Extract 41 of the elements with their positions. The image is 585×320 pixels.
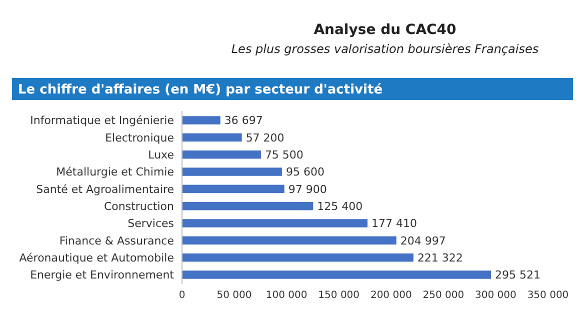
bar bbox=[182, 236, 396, 245]
y-tick-label: Santé et Agroalimentaire bbox=[36, 182, 174, 196]
y-tick-label: Luxe bbox=[148, 148, 174, 162]
bar bbox=[182, 168, 282, 176]
x-tick-label: 150 000 bbox=[318, 290, 360, 301]
data-label: 221 322 bbox=[417, 251, 463, 264]
bar bbox=[182, 253, 414, 262]
y-tick-label: Construction bbox=[104, 200, 174, 213]
data-label: 97 900 bbox=[288, 182, 327, 196]
x-tick-label: 50 000 bbox=[216, 290, 252, 301]
chart-title: Analyse du CAC40 bbox=[314, 22, 457, 38]
y-tick-label: Electronique bbox=[105, 131, 174, 144]
y-tick-label: Métallurgie et Chimie bbox=[56, 166, 174, 179]
bar bbox=[182, 202, 314, 210]
data-label: 125 400 bbox=[317, 200, 363, 213]
y-tick-label: Informatique et Ingénierie bbox=[30, 114, 174, 128]
data-label: 204 997 bbox=[400, 234, 446, 248]
x-tick-label: 100 000 bbox=[266, 290, 308, 301]
x-tick-label: 300 000 bbox=[475, 290, 516, 301]
data-label: 36 697 bbox=[224, 114, 263, 128]
bar bbox=[182, 116, 220, 124]
text: Le chiffre d'affaires (en M€) par secteur d'activité bbox=[18, 82, 383, 98]
data-label: 57 200 bbox=[246, 131, 284, 144]
x-tick-label: 350 000 bbox=[527, 290, 569, 301]
y-tick-label: Services bbox=[128, 217, 174, 230]
y-tick-label: Aéronautique et Automobile bbox=[19, 251, 174, 264]
bar bbox=[182, 150, 261, 159]
bar bbox=[182, 219, 368, 228]
data-label: 295 521 bbox=[495, 268, 541, 282]
x-tick-label: 250 000 bbox=[422, 290, 464, 301]
data-label: 95 600 bbox=[286, 166, 324, 179]
y-tick-label: Finance & Assurance bbox=[59, 234, 174, 248]
data-label: 75 500 bbox=[264, 148, 304, 162]
y-tick-label: Energie et Environnement bbox=[30, 268, 175, 282]
bar bbox=[182, 270, 492, 279]
x-tick-label: 200 000 bbox=[370, 290, 412, 301]
bar bbox=[182, 184, 284, 194]
data-label: 177 410 bbox=[372, 217, 418, 230]
chart-subtitle: Les plus grosses valorisation boursières Françaises bbox=[231, 42, 539, 56]
bar bbox=[182, 133, 242, 142]
x-tick-label: 0 bbox=[178, 290, 186, 301]
